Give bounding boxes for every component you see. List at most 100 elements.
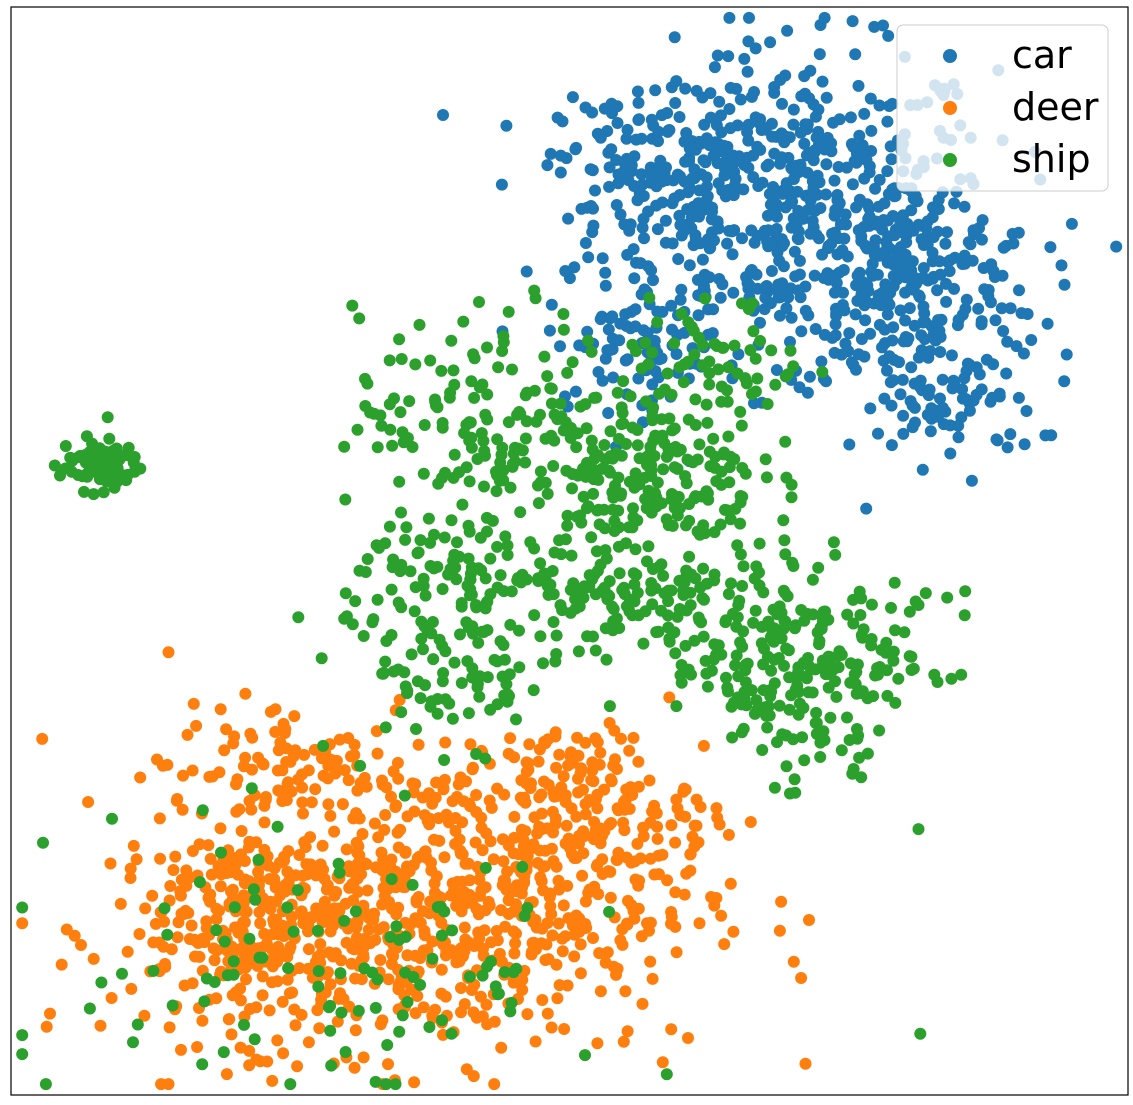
point-deer (570, 810, 583, 823)
point-ship (707, 653, 720, 666)
point-deer (669, 886, 682, 899)
point-deer (501, 865, 514, 878)
point-ship (873, 724, 886, 737)
point-deer (240, 973, 252, 986)
point-ship (317, 739, 330, 752)
point-ship (417, 643, 429, 656)
point-ship (827, 536, 840, 549)
point-ship (816, 660, 829, 673)
plot-frame (10, 6, 1129, 1096)
point-deer (382, 1058, 394, 1071)
point-car (650, 180, 663, 193)
point-car (865, 124, 878, 137)
point-deer (799, 1057, 812, 1070)
point-deer (476, 844, 489, 857)
point-ship (436, 675, 449, 688)
point-ship (385, 629, 398, 641)
point-car (826, 331, 839, 344)
point-ship (585, 345, 598, 358)
point-deer (324, 809, 337, 822)
point-ship (491, 433, 504, 446)
point-ship (282, 962, 295, 975)
point-ship (643, 291, 656, 304)
point-deer (573, 829, 586, 842)
point-ship (881, 689, 894, 702)
point-ship (406, 878, 419, 891)
point-ship (647, 401, 660, 414)
point-ship (108, 481, 121, 494)
point-deer (525, 948, 538, 961)
point-ship (780, 760, 793, 773)
point-ship (501, 539, 514, 552)
point-deer (480, 827, 493, 840)
point-ship (406, 441, 419, 453)
point-deer (214, 880, 227, 893)
point-deer (652, 849, 665, 862)
point-car (641, 327, 654, 339)
point-ship (559, 533, 572, 546)
point-ship (414, 534, 427, 547)
point-deer (279, 723, 292, 736)
point-car (683, 142, 696, 155)
point-ship (658, 437, 671, 450)
point-car (704, 87, 717, 100)
point-deer (604, 891, 617, 904)
point-car (657, 170, 670, 183)
point-deer (459, 933, 472, 946)
point-car (997, 325, 1010, 337)
point-ship (681, 453, 694, 466)
point-car (711, 49, 724, 62)
point-ship (507, 966, 520, 979)
point-car (748, 86, 760, 98)
point-deer (591, 1037, 604, 1050)
point-car (881, 115, 894, 128)
point-ship (488, 653, 501, 666)
point-ship (590, 391, 603, 404)
point-deer (605, 817, 618, 829)
point-deer (257, 941, 269, 954)
point-ship (683, 550, 696, 563)
point-car (683, 259, 696, 272)
point-car (882, 29, 895, 42)
point-deer (624, 781, 637, 794)
point-car (864, 402, 877, 415)
point-deer (594, 822, 607, 835)
point-ship (585, 531, 598, 544)
point-ship (628, 481, 641, 494)
point-car (871, 218, 883, 231)
point-car (860, 502, 873, 515)
point-ship (462, 707, 475, 720)
point-car (897, 209, 910, 222)
point-deer (637, 821, 650, 834)
point-ship (501, 549, 514, 561)
point-deer (550, 761, 563, 774)
point-ship (506, 363, 518, 376)
point-car (844, 111, 857, 124)
point-car (774, 73, 787, 86)
point-car (704, 111, 717, 124)
point-ship (389, 1078, 402, 1091)
point-ship (673, 361, 686, 374)
point-car (926, 255, 939, 268)
point-deer (623, 744, 636, 757)
point-deer (302, 1036, 315, 1049)
point-ship (338, 914, 351, 927)
point-ship (703, 378, 716, 391)
point-ship (732, 599, 745, 612)
point-car (864, 327, 877, 340)
point-deer (266, 976, 278, 989)
point-ship (16, 1048, 29, 1061)
point-car (1055, 259, 1068, 272)
point-deer (611, 763, 623, 775)
point-ship (779, 370, 792, 383)
point-car (587, 219, 600, 232)
point-deer (368, 817, 381, 830)
point-car (559, 265, 572, 277)
point-ship (683, 498, 695, 510)
legend-marker-ship (943, 153, 957, 167)
point-ship (646, 598, 659, 611)
legend-label-ship: ship (1012, 137, 1091, 181)
point-ship (728, 339, 741, 352)
point-deer (632, 879, 645, 892)
point-deer (579, 798, 592, 810)
